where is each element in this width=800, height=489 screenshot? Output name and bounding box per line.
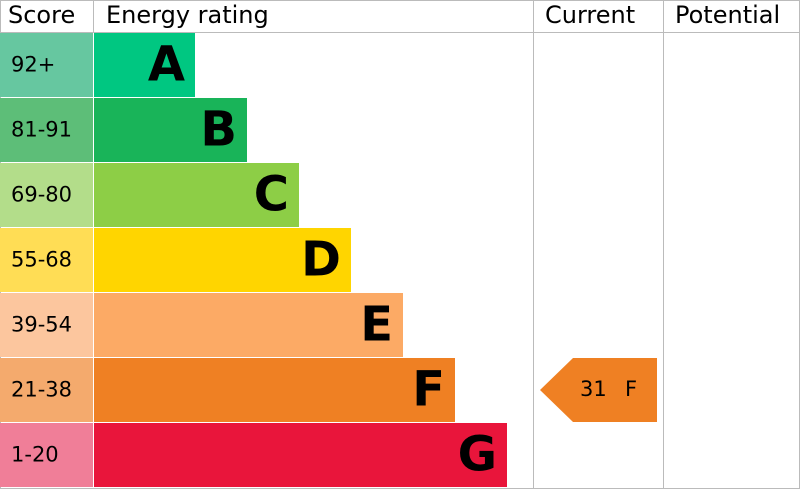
band-letter: E <box>360 297 393 353</box>
score-label: 39-54 <box>11 313 72 337</box>
rating-bar <box>94 163 299 227</box>
rating-bar <box>94 293 403 357</box>
band-letter: F <box>412 362 445 418</box>
band-letter: G <box>458 427 497 483</box>
band-letter: A <box>148 37 185 93</box>
header-score: Score <box>8 1 75 29</box>
header-potential: Potential <box>675 1 780 29</box>
rating-bar <box>94 423 507 487</box>
score-label: 21-38 <box>11 378 72 402</box>
score-cell <box>0 423 93 487</box>
rating-bar <box>94 358 455 422</box>
band-letter: D <box>301 232 341 288</box>
rating-bar <box>94 228 351 292</box>
current-value: 31 <box>580 377 607 401</box>
score-label: 1-20 <box>11 443 59 467</box>
band-letter: C <box>254 167 289 223</box>
score-cell <box>0 163 93 227</box>
score-label: 55-68 <box>11 248 72 272</box>
rating-bar <box>94 98 247 162</box>
current-arrow <box>540 358 657 422</box>
band-letter: B <box>200 102 237 158</box>
score-label: 69-80 <box>11 183 72 207</box>
score-label: 81-91 <box>11 118 72 142</box>
rating-bar <box>94 33 195 97</box>
score-cell <box>0 33 93 97</box>
score-cell <box>0 293 93 357</box>
current-letter: F <box>625 377 637 401</box>
score-cell <box>0 358 93 422</box>
score-cell <box>0 228 93 292</box>
header-current: Current <box>545 1 635 29</box>
header-rating: Energy rating <box>106 1 269 29</box>
score-cell <box>0 98 93 162</box>
score-label: 92+ <box>11 53 55 77</box>
